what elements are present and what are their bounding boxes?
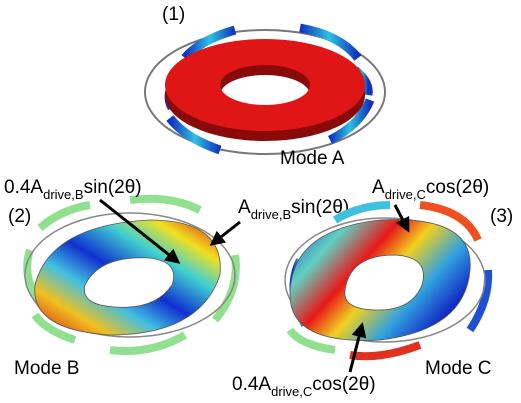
annotation: 0.4Adrive,Bsin(2θ) bbox=[4, 177, 142, 202]
panel-number: (1) bbox=[162, 4, 185, 25]
annotation: 0.4Adrive,Ccos(2θ) bbox=[232, 374, 376, 399]
annotation-text: cos(2θ) bbox=[426, 177, 489, 198]
mode-label: Mode A bbox=[280, 148, 345, 169]
panel-number: (3) bbox=[490, 206, 513, 227]
annotation: Adrive,Ccos(2θ) bbox=[372, 177, 489, 202]
panel-1: (1) Mode A bbox=[145, 4, 385, 169]
mode-label: Mode B bbox=[14, 358, 79, 379]
annotation-text: 0.4A bbox=[232, 374, 271, 395]
arrow bbox=[212, 222, 240, 244]
annotation: Adrive,Bsin(2θ) bbox=[238, 197, 349, 222]
annotation-subscript: drive,B bbox=[251, 207, 291, 222]
annotation-text: cos(2θ) bbox=[312, 374, 375, 395]
annotation-text: 0.4A bbox=[4, 177, 43, 198]
annotation-text: A bbox=[372, 177, 385, 198]
panel-number: (2) bbox=[8, 206, 31, 227]
mode-label: Mode C bbox=[425, 358, 492, 379]
annotation-subscript: drive,C bbox=[385, 187, 426, 202]
ring bbox=[35, 220, 221, 335]
annotation-text: sin(2θ) bbox=[84, 177, 142, 198]
ring bbox=[165, 39, 365, 131]
ring bbox=[290, 220, 470, 341]
figure: (1) Mode A (2) Mode B 0.4Adrive,Bsin(2θ)… bbox=[0, 0, 521, 403]
annotation-subscript: drive,B bbox=[43, 187, 83, 202]
annotation-text: A bbox=[238, 197, 251, 218]
annotation-subscript: drive,C bbox=[271, 384, 312, 399]
